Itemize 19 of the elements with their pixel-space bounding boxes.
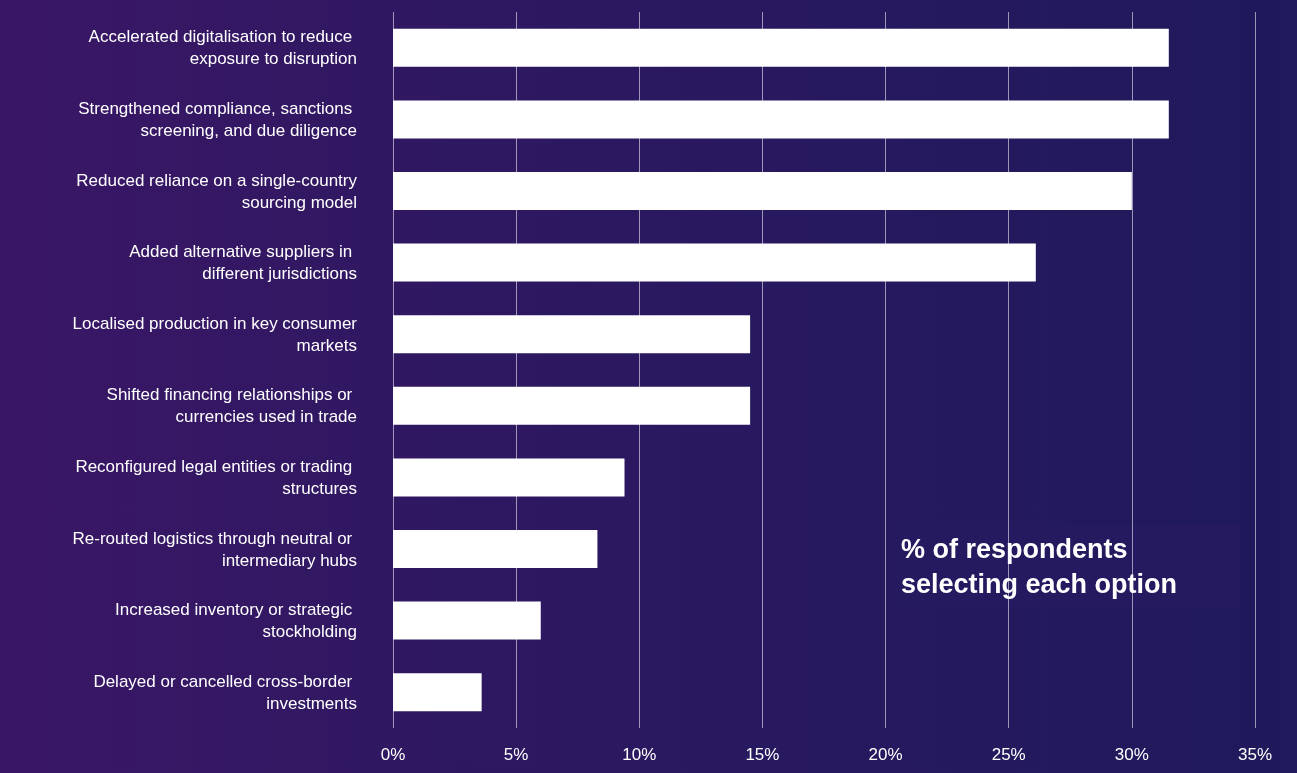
- y-tick-label: Added alternative suppliers in different jurisdictions: [129, 242, 357, 284]
- x-tick-label: 5%: [503, 745, 529, 764]
- x-tick-label: 35%: [1237, 745, 1273, 764]
- x-tick-label: 0%: [380, 745, 406, 764]
- y-tick-label: Shifted financing relationships or currencies used in trade: [106, 385, 357, 427]
- x-tick-label: 30%: [1114, 745, 1149, 764]
- annotation: % of respondents selecting each option: [901, 533, 1178, 599]
- y-tick-label: Reconfigured legal entities or trading structures: [75, 456, 357, 498]
- y-tick-label: Strengthened compliance, sanctions screening, and due diligence: [78, 98, 357, 140]
- y-tick-label: Increased inventory or strategic stockholding: [115, 600, 357, 642]
- y-tick-label: Delayed or cancelled cross-border investments: [93, 671, 357, 713]
- x-tick-label: 20%: [868, 745, 903, 764]
- y-tick-label: Localised production in key consumer markets: [72, 313, 358, 355]
- y-tick-label: Reduced reliance on a single-country sourcing model: [76, 170, 358, 212]
- x-tick-label: 15%: [745, 745, 780, 764]
- x-tick-label: 25%: [991, 745, 1026, 764]
- x-tick-label: 10%: [622, 745, 657, 764]
- y-tick-label: Accelerated digitalisation to reduce exposure to disruption: [88, 27, 357, 69]
- y-tick-label: Re-routed logistics through neutral or intermediary hubs: [72, 528, 357, 570]
